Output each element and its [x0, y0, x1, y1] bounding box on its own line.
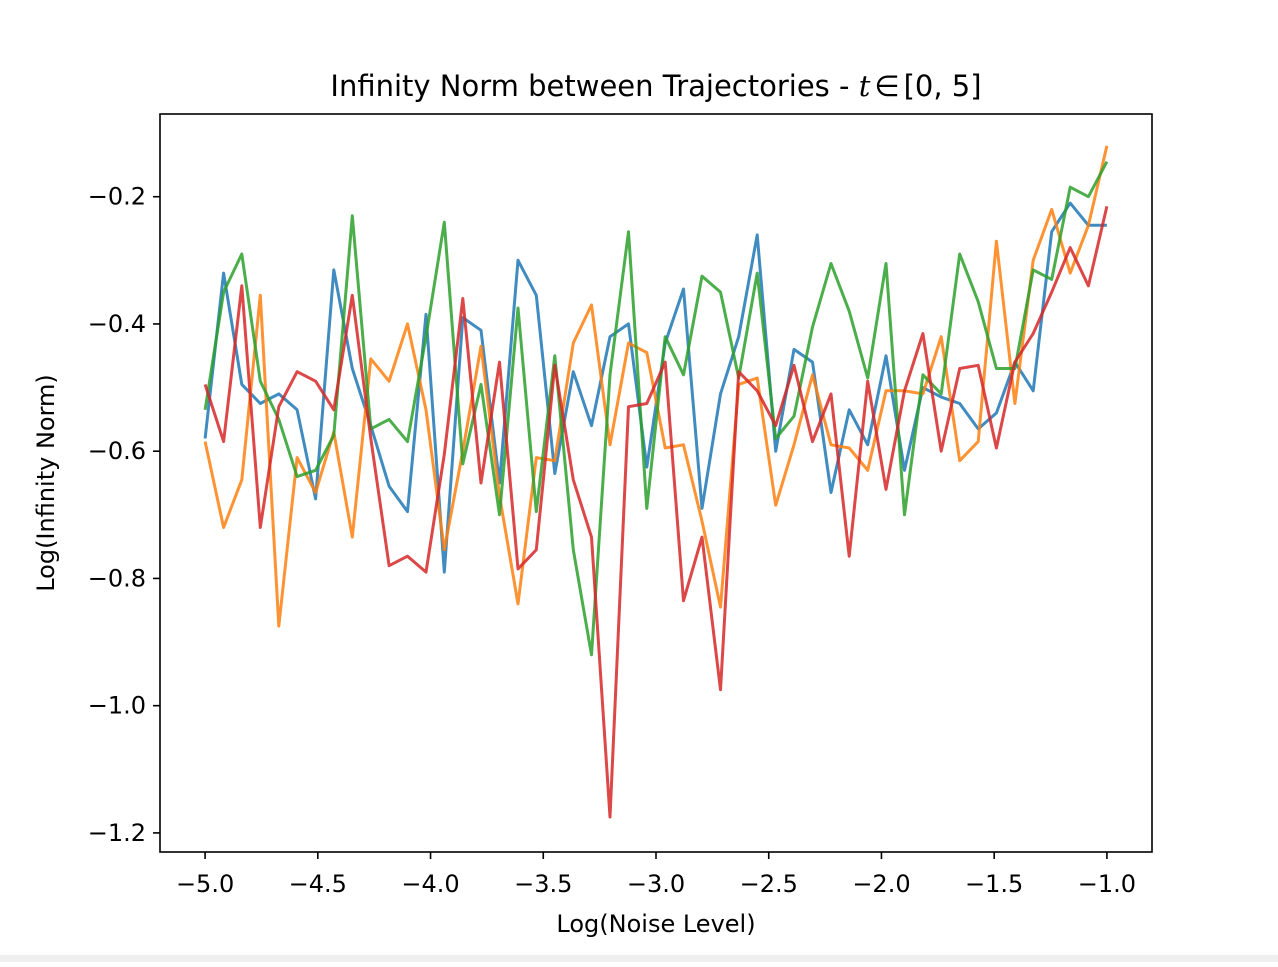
- x-tick-label: −1.0: [1078, 870, 1136, 898]
- series-line-3: [203, 160, 1109, 657]
- x-axis-ticks: −5.0 −4.5 −4.0 −3.5 −3.0 −2.5 −2.0 −1.5 −1.0: [176, 852, 1136, 898]
- x-tick-label: −4.5: [289, 870, 347, 898]
- y-tick-label: −0.4: [88, 310, 146, 338]
- y-axis-label: Log(Infinity Norm): [32, 374, 60, 592]
- x-axis-label: Log(Noise Level): [556, 910, 755, 938]
- series-line-2: [203, 145, 1109, 628]
- x-tick-label: −2.0: [852, 870, 910, 898]
- chart-title: Infinity Norm between Trajectories - t ∈[…: [330, 69, 981, 103]
- y-tick-label: −1.0: [88, 692, 146, 720]
- x-tick-label: −2.5: [740, 870, 798, 898]
- x-tick-label: −5.0: [176, 870, 234, 898]
- x-tick-label: −1.5: [965, 870, 1023, 898]
- x-tick-label: −4.0: [401, 870, 459, 898]
- bottom-strip: [0, 955, 1278, 962]
- y-tick-label: −0.8: [88, 564, 146, 592]
- y-axis-ticks: −1.2 −1.0 −0.8 −0.6 −0.4 −0.2: [88, 183, 160, 847]
- y-tick-label: −0.2: [88, 183, 146, 211]
- plot-lines: [203, 145, 1109, 819]
- title-math-set: [0, 5]: [904, 69, 982, 103]
- series-line-4: [203, 205, 1109, 819]
- y-tick-label: −0.6: [88, 437, 146, 465]
- plot-frame: [159, 113, 1153, 853]
- x-tick-label: −3.5: [514, 870, 572, 898]
- title-math-rel: ∈: [874, 69, 899, 103]
- y-tick-label: −1.2: [88, 819, 146, 847]
- title-math-var: t: [859, 69, 871, 103]
- x-tick-label: −3.0: [627, 870, 685, 898]
